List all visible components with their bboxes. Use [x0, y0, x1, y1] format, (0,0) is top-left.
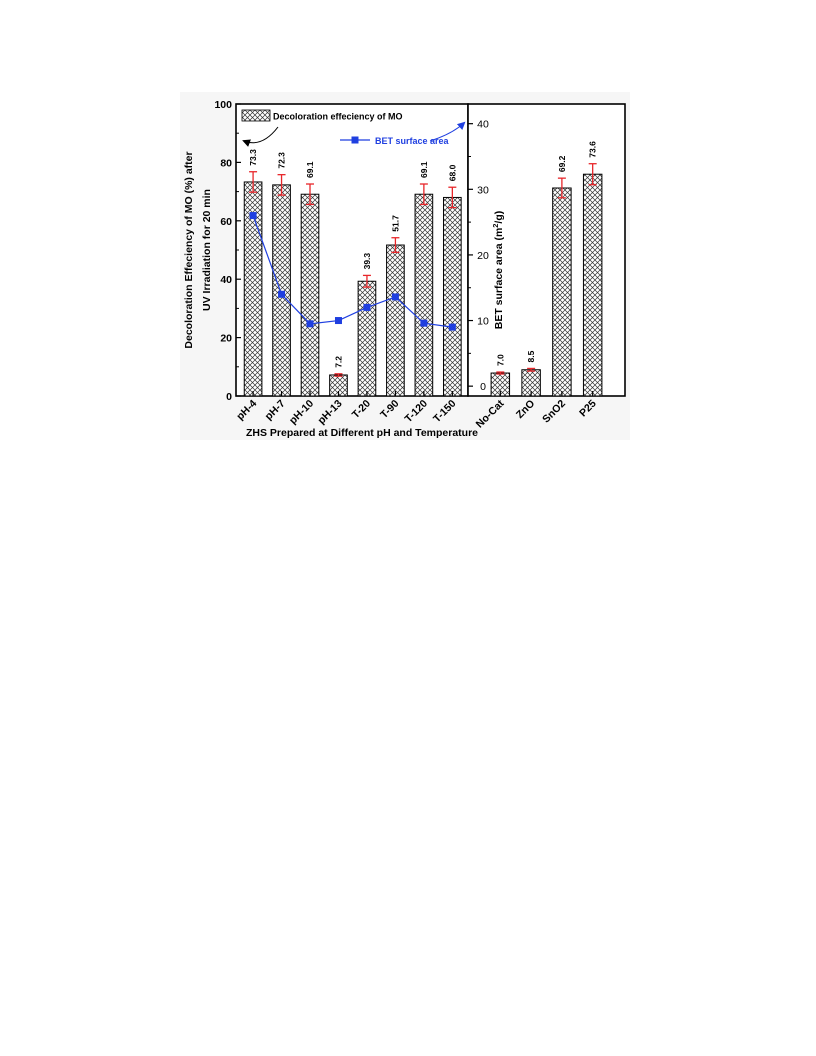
- left-value-label: 51.7: [390, 215, 400, 232]
- x-axis-title: ZHS Prepared at Different pH and Tempera…: [246, 427, 478, 439]
- legend-bar-swatch: [241, 109, 271, 122]
- bet-series-point: [420, 319, 428, 327]
- right-bars: 7.0 8.5 69.2 73.6: [490, 141, 603, 397]
- left-value-label: 39.3: [362, 253, 372, 270]
- right-y-axis-title: BET surface area (m2/g): [491, 211, 505, 330]
- left-axis-arrow: [242, 126, 279, 147]
- legend-bar-label: Decoloration effeciency of MO: [273, 112, 403, 122]
- right-y-tick-label: 40: [477, 119, 489, 131]
- right-y-axis: 0 10 20 30 40: [468, 119, 489, 393]
- left-bar: [357, 280, 377, 397]
- bet-series-point: [363, 303, 371, 311]
- left-value-label: 69.1: [419, 161, 429, 178]
- left-y-tick-label: 40: [220, 274, 232, 286]
- bet-series-point: [278, 290, 286, 298]
- right-value-label: 73.6: [588, 141, 598, 158]
- legend: Decoloration effeciency of MO BET surfac…: [241, 109, 450, 146]
- left-bars: 73.3 72.3 69.1 7.2 39.3 51.7 69.1 68.0: [243, 149, 462, 397]
- bet-series-line: [252, 215, 453, 328]
- left-bar: [414, 193, 434, 397]
- left-value-label: 69.1: [305, 161, 315, 178]
- left-bar: [272, 184, 291, 397]
- right-y-tick-label: 20: [477, 250, 489, 262]
- left-y-axis-title-line2: UV Irradiation for 20 min: [201, 189, 213, 311]
- left-value-label: 7.2: [333, 356, 343, 368]
- right-y-axis-title-text: BET surface area (m: [493, 228, 505, 330]
- bet-series-point: [334, 317, 342, 325]
- left-value-label: 73.3: [248, 149, 258, 166]
- legend-line-label: BET surface area: [375, 136, 450, 146]
- left-y-tick-label: 60: [220, 216, 232, 228]
- right-y-tick-label: 30: [477, 184, 489, 196]
- left-y-axis: 0 20 40 60 80 100: [214, 99, 241, 403]
- left-value-label: 72.3: [277, 152, 287, 169]
- right-value-label: 8.5: [526, 350, 536, 362]
- left-value-label: 68.0: [447, 164, 457, 181]
- bet-series-point: [448, 323, 456, 331]
- right-y-tick-label: 10: [477, 316, 489, 328]
- bet-surface-area-series: [249, 212, 456, 331]
- left-bar: [386, 244, 405, 397]
- bet-series-point: [306, 320, 314, 328]
- right-axis-arrow: [429, 121, 466, 142]
- left-bar: [300, 193, 320, 397]
- legend-line-marker: [351, 136, 359, 144]
- right-y-tick-label: 0: [480, 381, 486, 393]
- right-bar: [582, 173, 603, 397]
- right-value-label: 7.0: [495, 354, 505, 366]
- left-y-tick-label: 80: [220, 157, 232, 169]
- left-y-tick-label: 100: [214, 99, 232, 111]
- right-value-label: 69.2: [557, 155, 567, 172]
- left-y-axis-title-line1: Decoloration Effeciency of MO (%) after: [183, 151, 195, 348]
- right-y-axis-title-end: /g): [493, 211, 505, 224]
- left-y-tick-label: 20: [220, 333, 232, 345]
- left-bar: [443, 196, 462, 397]
- bet-series-point: [391, 293, 399, 301]
- right-y-axis-title-sup: 2: [491, 224, 500, 228]
- bet-series-point: [249, 212, 257, 220]
- left-y-tick-label: 0: [226, 391, 232, 403]
- right-bar: [552, 187, 572, 397]
